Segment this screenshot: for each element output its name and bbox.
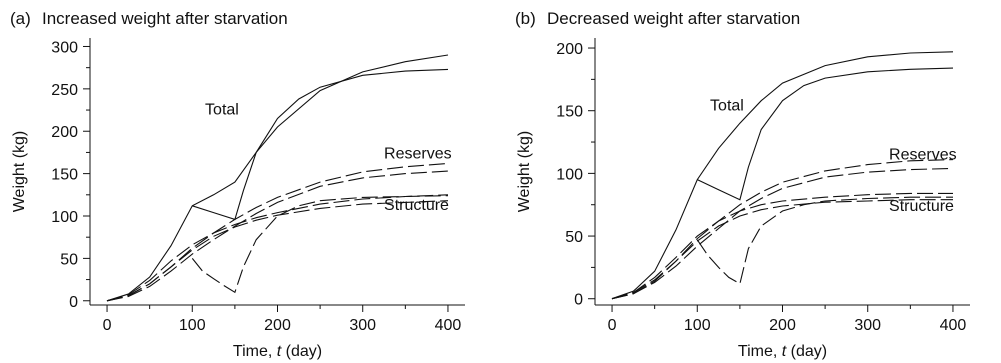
- curve-label-structure: Structure: [889, 198, 954, 215]
- chart-panel-b: (b) Decreased weight after starvation 0 50 1…: [515, 9, 970, 360]
- series-line-4: [611, 167, 954, 300]
- curve-label-reserves: Reserves: [889, 147, 957, 164]
- y-tick-label: 150: [556, 104, 583, 121]
- x-tick-label: 400: [435, 317, 462, 334]
- y-tick-label: 300: [51, 39, 78, 56]
- x-axis-title: Time, t (day): [233, 343, 322, 360]
- x-tick-label: 100: [684, 317, 711, 334]
- series-line-6: [106, 200, 449, 302]
- curve-label-total: Total: [710, 98, 744, 115]
- x-tick-label: 0: [103, 317, 112, 334]
- y-tick-label: 50: [60, 251, 78, 268]
- curve-label-total: Total: [205, 101, 239, 118]
- series-line-2: [192, 68, 449, 221]
- x-tick-label: 200: [769, 317, 796, 334]
- y-axis-title: Weight (kg): [11, 131, 28, 213]
- series-line-1: [611, 51, 954, 300]
- chart-title: Decreased weight after starvation: [547, 9, 800, 28]
- x-tick-label: 0: [608, 317, 617, 334]
- series-line-4: [106, 170, 449, 302]
- series-line-1: [106, 54, 449, 302]
- series-line-5: [611, 192, 953, 300]
- x-tick-label: 200: [264, 317, 291, 334]
- y-tick-label: 0: [574, 292, 583, 309]
- x-axis-title: Time, t (day): [738, 343, 827, 360]
- x-tick-label: 300: [349, 317, 376, 334]
- series-line-6: [611, 199, 953, 300]
- curve-label-reserves: Reserves: [384, 145, 452, 162]
- series-line-7: [191, 195, 449, 294]
- series-line-3: [611, 159, 954, 300]
- chart-title: Increased weight after starvation: [42, 9, 288, 28]
- y-tick-label: 200: [556, 41, 583, 58]
- curve-label-structure: Structure: [384, 197, 449, 214]
- chart-panel-a: (a) Increased weight after starvation 0 50 1…: [10, 9, 465, 360]
- x-tick-label: 100: [179, 317, 206, 334]
- y-tick-label: 0: [69, 294, 78, 311]
- y-tick-label: 150: [51, 167, 78, 184]
- y-tick-label: 200: [51, 124, 78, 141]
- panel-label: (b): [515, 9, 536, 28]
- y-tick-label: 250: [51, 82, 78, 99]
- series-line-2: [697, 67, 954, 201]
- y-axis-title: Weight (kg): [516, 131, 533, 213]
- series-line-7: [696, 196, 953, 285]
- series-line-5: [106, 194, 449, 302]
- y-tick-label: 100: [556, 166, 583, 183]
- x-tick-label: 300: [854, 317, 881, 334]
- y-tick-label: 100: [51, 209, 78, 226]
- x-tick-label: 400: [940, 317, 967, 334]
- y-tick-label: 50: [565, 229, 583, 246]
- panel-label: (a): [10, 9, 31, 28]
